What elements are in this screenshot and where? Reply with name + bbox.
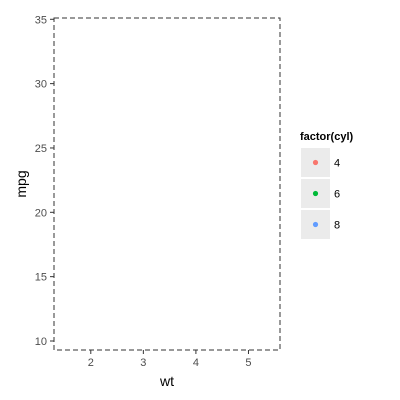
- x-axis-title: wt: [159, 373, 174, 389]
- legend-label: 8: [334, 220, 340, 232]
- x-tick-label: 4: [193, 357, 199, 369]
- plot-panel-border: [53, 17, 281, 351]
- x-tick-label: 2: [88, 357, 94, 369]
- y-tick-label: 10: [35, 336, 47, 348]
- y-tick-label: 25: [35, 143, 47, 155]
- y-tick-label: 15: [35, 272, 47, 284]
- y-tick-label: 35: [35, 14, 47, 26]
- legend-key-point: [312, 190, 319, 197]
- legend-key-point: [312, 221, 319, 228]
- legend-entry: 8: [301, 210, 340, 239]
- legend-title: factor(cyl): [300, 131, 354, 143]
- x-tick-label: 5: [245, 357, 251, 369]
- y-tick-label: 30: [35, 79, 47, 91]
- legend-label: 6: [334, 189, 340, 201]
- x-axis: 2 3 4 5: [88, 350, 252, 369]
- legend: factor(cyl) 4 6 8: [300, 131, 354, 239]
- legend-label: 4: [334, 158, 340, 170]
- y-axis: 10 15 20 25 30 35: [35, 14, 54, 348]
- x-tick-label: 3: [140, 357, 146, 369]
- y-tick-label: 20: [35, 207, 47, 219]
- legend-entries: 4 6 8: [301, 148, 340, 239]
- y-axis-title: mpg: [13, 170, 29, 197]
- legend-key-point: [312, 159, 319, 166]
- legend-entry: 6: [301, 179, 340, 208]
- legend-entry: 4: [301, 148, 340, 177]
